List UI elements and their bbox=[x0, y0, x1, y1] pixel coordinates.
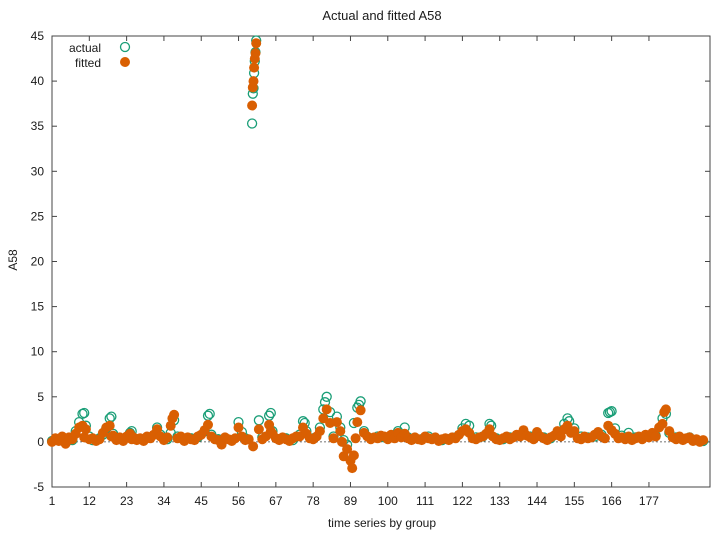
x-tick-label: 1 bbox=[49, 494, 56, 508]
legend: actual fitted bbox=[69, 41, 131, 70]
plot-frame bbox=[51, 35, 711, 488]
point-actual bbox=[77, 408, 88, 420]
point-fitted bbox=[347, 463, 358, 474]
point-fitted bbox=[243, 434, 254, 445]
x-tick-label: 155 bbox=[564, 494, 584, 508]
y-tick-label: 10 bbox=[31, 345, 45, 359]
x-tick-label: 56 bbox=[232, 494, 246, 508]
point-fitted bbox=[80, 424, 91, 435]
y-tick-label: 30 bbox=[31, 164, 45, 178]
legend-label-actual: actual bbox=[69, 41, 101, 55]
point-fitted bbox=[250, 48, 261, 59]
point-actual bbox=[604, 406, 616, 418]
x-tick-label: 166 bbox=[602, 494, 622, 508]
x-tick-label: 12 bbox=[83, 494, 97, 508]
point-actual bbox=[106, 411, 117, 422]
point-fitted bbox=[203, 419, 213, 430]
x-tick-label: 23 bbox=[120, 494, 134, 508]
point-fitted bbox=[247, 100, 258, 111]
x-tick-label: 34 bbox=[157, 494, 171, 508]
chart-title: Actual and fitted A58 bbox=[322, 8, 441, 23]
y-tick-label: 15 bbox=[31, 300, 45, 314]
legend-label-fitted: fitted bbox=[75, 56, 101, 70]
point-fitted bbox=[335, 426, 346, 437]
point-fitted bbox=[321, 404, 332, 415]
x-tick-label: 89 bbox=[344, 494, 358, 508]
x-tick-label: 133 bbox=[490, 494, 510, 508]
x-axis-label: time series by group bbox=[328, 516, 436, 530]
point-fitted bbox=[660, 404, 671, 415]
y-tick-label: 0 bbox=[37, 435, 44, 449]
point-fitted bbox=[657, 418, 668, 429]
y-tick-label: 45 bbox=[31, 29, 45, 43]
point-fitted bbox=[350, 433, 361, 444]
x-tick-label: 100 bbox=[378, 494, 398, 508]
point-fitted bbox=[331, 417, 342, 428]
x-tick-label: 144 bbox=[527, 494, 547, 508]
y-tick-label: 40 bbox=[31, 74, 45, 88]
legend-marker-fitted bbox=[120, 57, 130, 67]
point-actual bbox=[265, 407, 276, 419]
point-fitted bbox=[650, 431, 661, 442]
point-fitted bbox=[253, 424, 264, 435]
y-tick-label: 5 bbox=[37, 390, 44, 404]
y-tick-label: -5 bbox=[33, 480, 44, 494]
point-fitted bbox=[342, 444, 353, 455]
point-fitted bbox=[698, 435, 709, 446]
x-tick-label: 122 bbox=[452, 494, 472, 508]
point-actual bbox=[606, 406, 617, 417]
x-tick-label: 67 bbox=[269, 494, 283, 508]
plot-axes: -5 0 5 10 15 20 25 30 35 40 45 1 12 23 34 45 56 67 78 89 100… bbox=[31, 29, 711, 508]
point-fitted bbox=[599, 433, 610, 444]
point-fitted bbox=[248, 76, 259, 87]
point-fitted bbox=[249, 62, 260, 73]
y-axis-label: A58 bbox=[6, 249, 20, 271]
y-tick-label: 25 bbox=[31, 209, 45, 223]
legend-marker-actual bbox=[119, 41, 131, 53]
y-tick-label: 35 bbox=[31, 119, 45, 133]
point-fitted bbox=[104, 420, 115, 431]
x-tick-label: 111 bbox=[416, 494, 435, 508]
point-fitted bbox=[355, 405, 366, 416]
point-fitted bbox=[162, 432, 173, 443]
point-fitted bbox=[169, 409, 180, 420]
point-actual bbox=[79, 407, 90, 419]
x-tick-label: 78 bbox=[306, 494, 320, 508]
point-fitted bbox=[251, 38, 262, 49]
point-fitted bbox=[314, 426, 325, 437]
point-fitted bbox=[328, 433, 339, 444]
point-actual bbox=[204, 408, 215, 420]
point-fitted bbox=[337, 436, 347, 447]
point-actual bbox=[246, 118, 258, 129]
x-tick-label: 45 bbox=[195, 494, 209, 508]
point-fitted bbox=[348, 450, 359, 461]
y-tick-label: 20 bbox=[31, 255, 45, 269]
point-fitted bbox=[248, 441, 259, 452]
plot-marks bbox=[46, 35, 709, 474]
point-fitted bbox=[233, 422, 244, 433]
point-fitted bbox=[352, 417, 363, 428]
point-actual bbox=[253, 415, 265, 426]
x-tick-label: 177 bbox=[639, 494, 659, 508]
point-actual bbox=[321, 391, 332, 402]
